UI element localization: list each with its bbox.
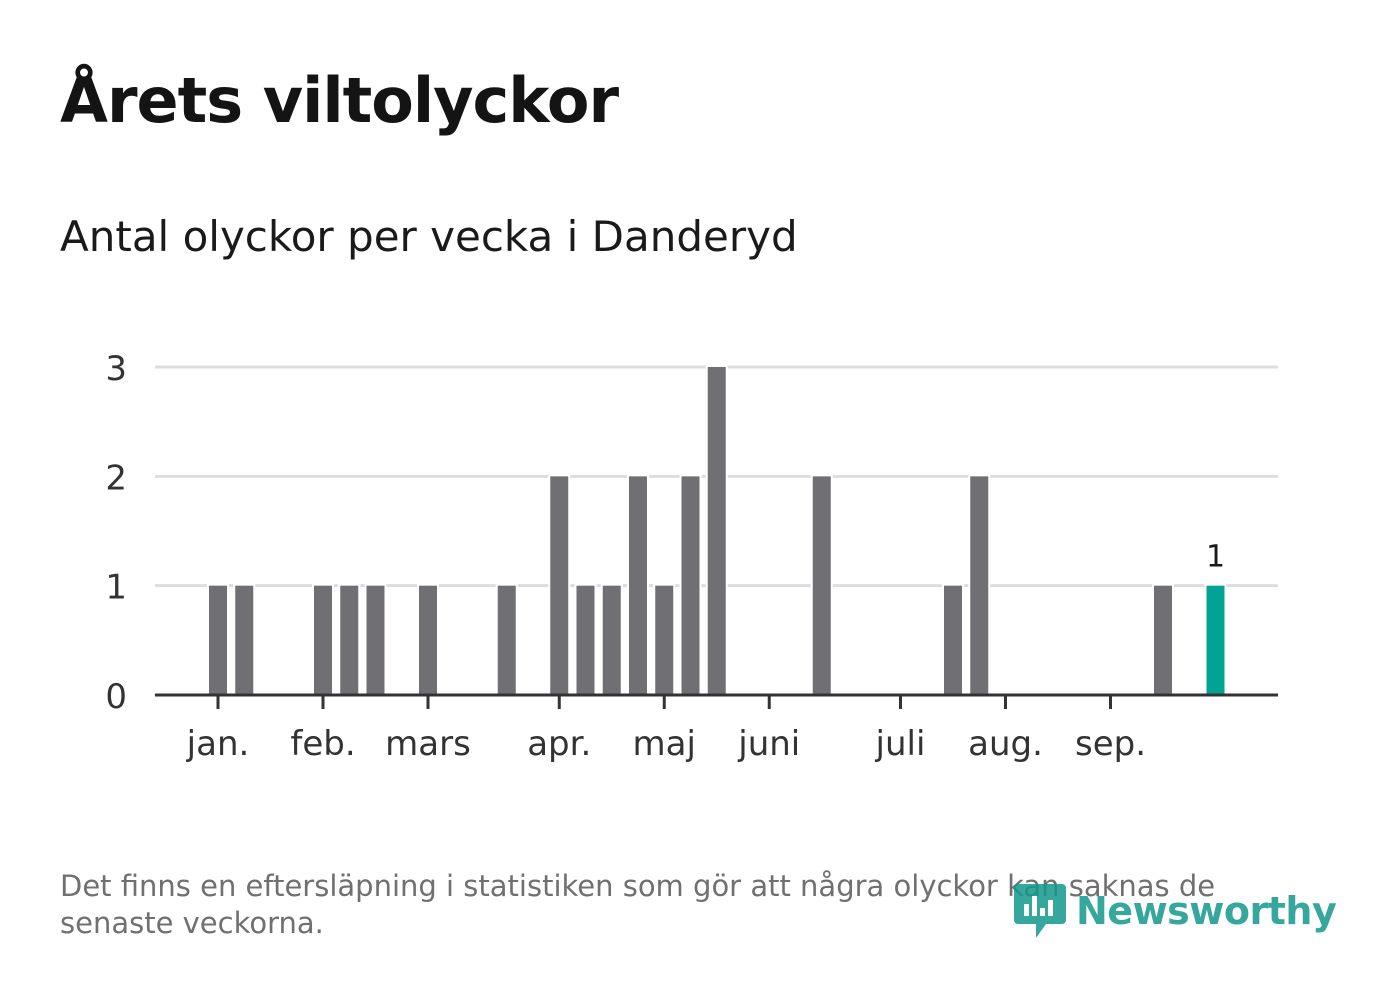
y-tick-label: 0 (105, 677, 127, 717)
bar (207, 583, 229, 698)
x-axis-ticks: jan. feb. mars apr. maj juni juli aug. sep. (186, 695, 1146, 764)
newsworthy-logo: Newsworthy (1012, 880, 1337, 942)
x-tick-label: feb. (290, 724, 355, 764)
bar (653, 583, 676, 698)
bar (942, 583, 964, 698)
data-labels: 1 (1206, 540, 1225, 575)
bar (600, 583, 623, 698)
y-tick-label: 3 (105, 349, 127, 389)
bar (233, 583, 256, 698)
bar (1152, 583, 1174, 698)
bar (417, 583, 439, 698)
chart-subtitle: Antal olyckor per vecka i Danderyd (60, 212, 798, 261)
bar (364, 583, 387, 698)
x-tick-label: aug. (968, 724, 1043, 764)
bars (207, 365, 1227, 698)
bar (495, 583, 518, 698)
bar (810, 474, 833, 698)
x-tick-label: sep. (1075, 724, 1146, 764)
x-tick-label: maj (633, 724, 696, 764)
bar (705, 365, 728, 697)
x-tick-label: apr. (527, 724, 591, 764)
x-tick-label: jan. (186, 724, 250, 764)
bar (968, 474, 991, 698)
bar (627, 474, 649, 698)
bar-value-label: 1 (1206, 540, 1225, 575)
bar-highlighted (1204, 583, 1227, 698)
x-tick-label: juni (737, 724, 800, 764)
bar (574, 583, 597, 698)
bar (312, 583, 334, 698)
chart-title: Årets viltolyckor (60, 64, 619, 137)
bar (338, 583, 361, 698)
bar (679, 474, 702, 698)
x-tick-label: mars (385, 724, 471, 764)
logo-text: Newsworthy (1076, 889, 1337, 933)
bar-chart-speech-bubble-icon (1014, 884, 1066, 938)
y-tick-label: 2 (105, 458, 127, 498)
y-axis-ticks: 0 1 2 3 (105, 349, 127, 717)
bar (548, 474, 571, 698)
x-tick-label: juli (875, 724, 926, 764)
y-tick-label: 1 (105, 568, 127, 608)
